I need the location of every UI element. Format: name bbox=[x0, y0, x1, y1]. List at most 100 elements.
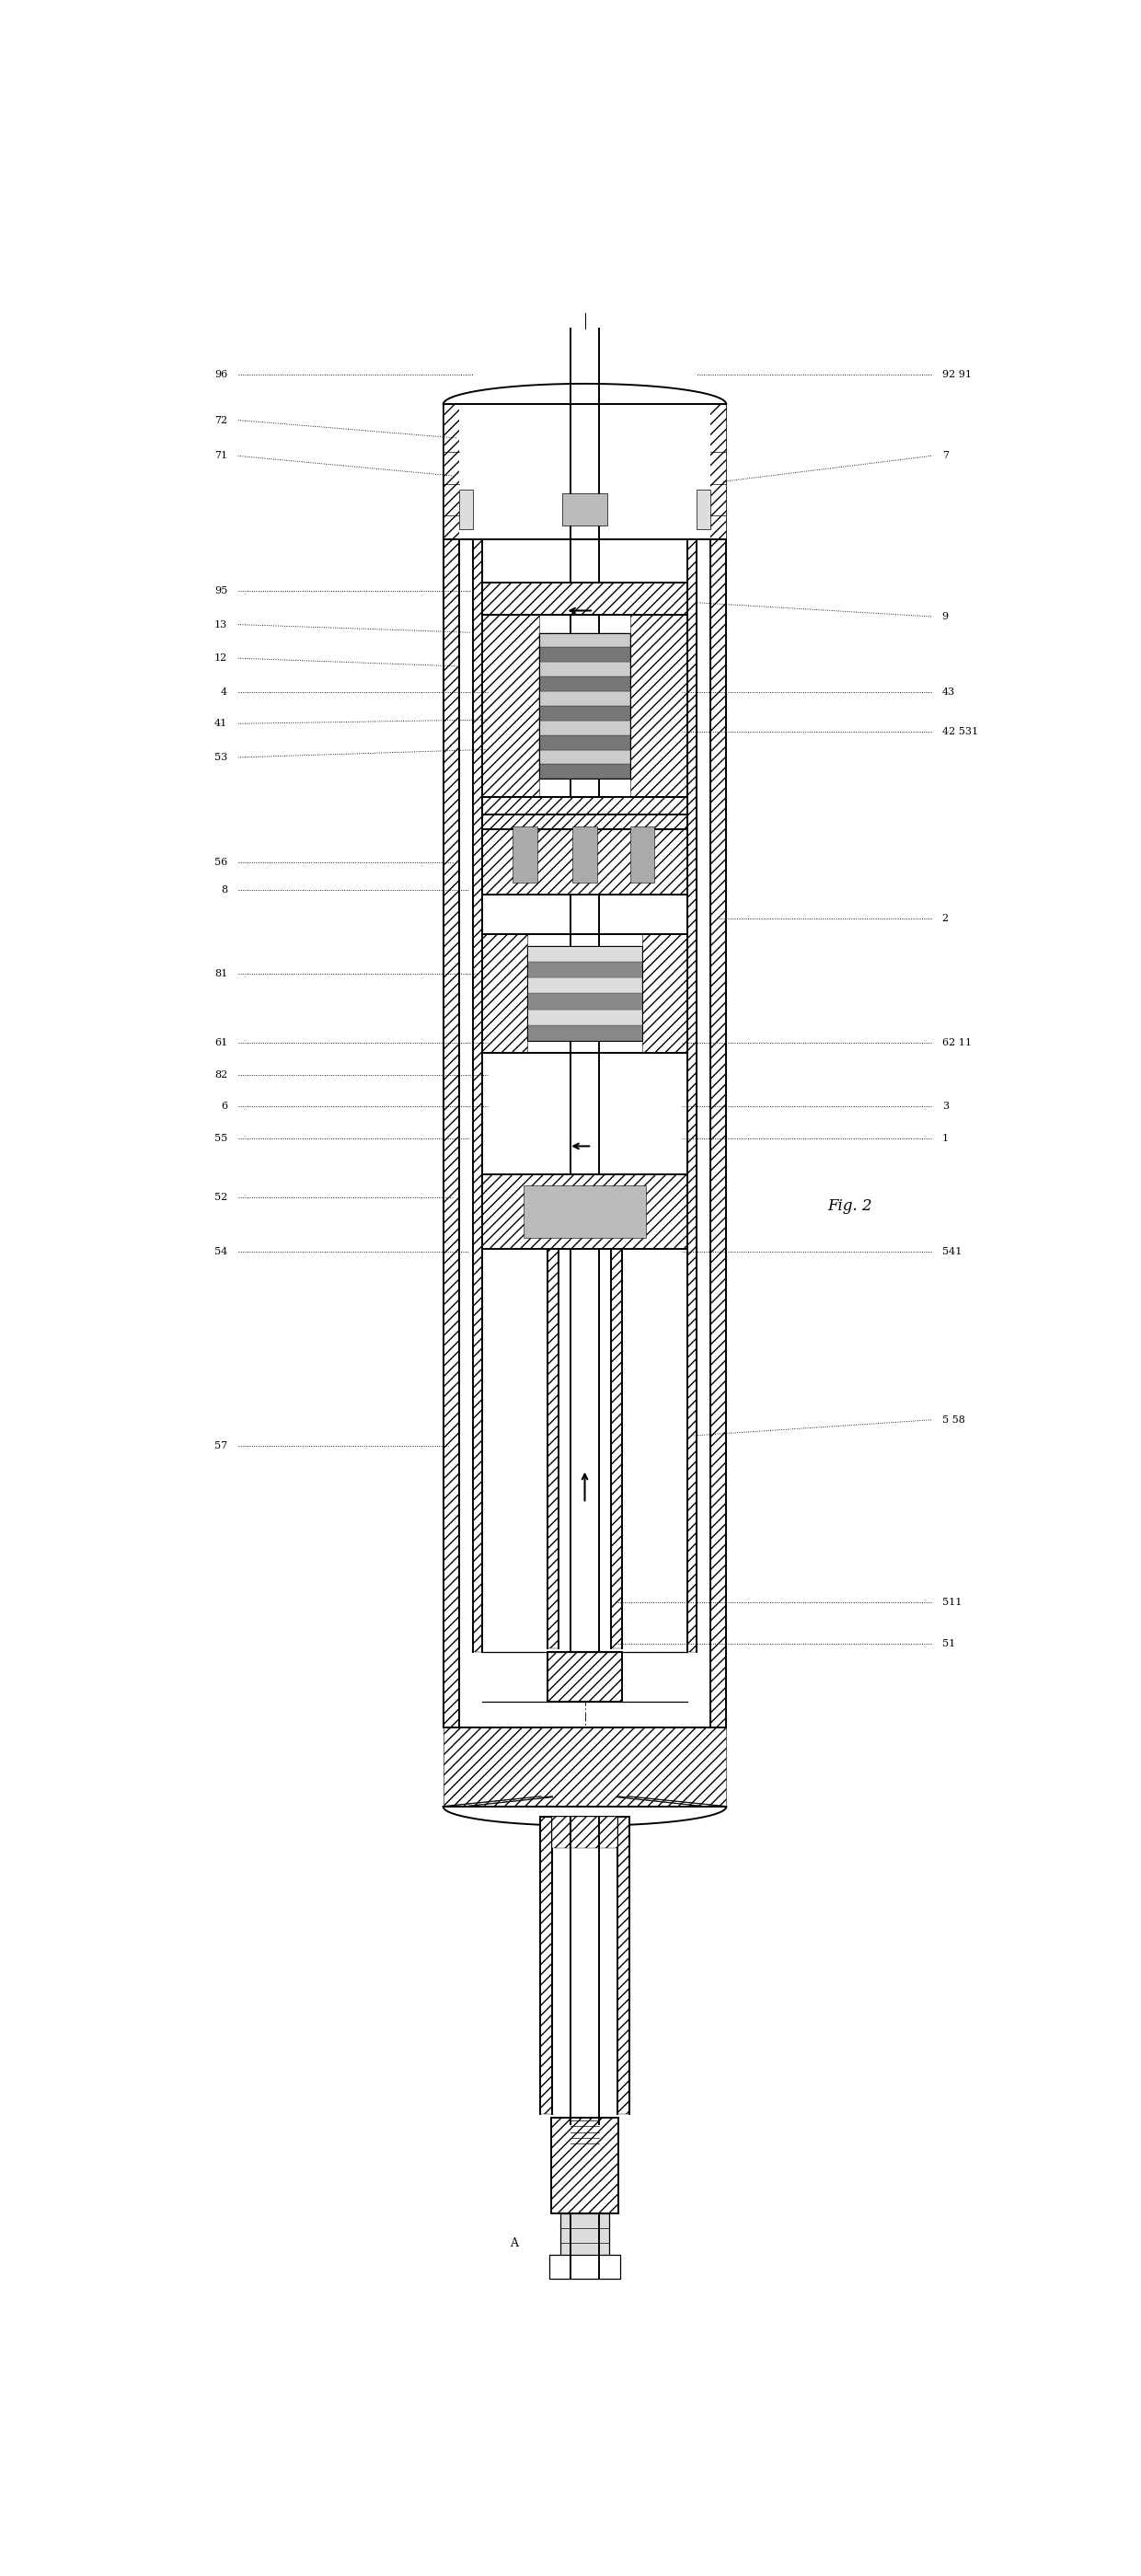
Bar bbox=[483, 1175, 687, 1249]
Bar bbox=[483, 935, 687, 1054]
Bar bbox=[612, 1249, 622, 1649]
Bar bbox=[570, 1816, 599, 2125]
Polygon shape bbox=[443, 384, 726, 404]
Bar bbox=[540, 690, 630, 706]
Bar bbox=[474, 538, 483, 1651]
Text: 53: 53 bbox=[215, 752, 227, 762]
Bar bbox=[548, 1249, 558, 1649]
Bar bbox=[527, 961, 642, 976]
Bar bbox=[483, 616, 687, 796]
Text: 9: 9 bbox=[942, 613, 948, 621]
Bar bbox=[560, 2213, 609, 2257]
Text: 55: 55 bbox=[215, 1133, 227, 1144]
Bar bbox=[483, 1175, 687, 1249]
Text: 82: 82 bbox=[215, 1069, 227, 1079]
Bar bbox=[687, 538, 696, 1651]
Text: 81: 81 bbox=[215, 969, 227, 979]
Bar bbox=[573, 827, 597, 884]
Bar bbox=[540, 634, 630, 647]
Bar bbox=[459, 404, 711, 1728]
Bar bbox=[527, 976, 642, 994]
Bar bbox=[483, 582, 687, 616]
Bar bbox=[549, 2254, 621, 2280]
Text: 7: 7 bbox=[942, 451, 948, 461]
Polygon shape bbox=[617, 1798, 726, 1806]
Text: 43: 43 bbox=[942, 688, 955, 696]
Bar bbox=[540, 706, 630, 721]
Bar bbox=[548, 1651, 622, 1703]
Bar bbox=[540, 750, 630, 765]
Bar bbox=[483, 796, 687, 829]
Text: 4: 4 bbox=[221, 688, 227, 696]
Text: 6: 6 bbox=[221, 1103, 227, 1110]
Bar bbox=[483, 935, 527, 1054]
Bar bbox=[630, 827, 655, 884]
Text: 92 91: 92 91 bbox=[942, 371, 971, 379]
Bar bbox=[541, 1816, 552, 2115]
Polygon shape bbox=[443, 1806, 726, 1826]
Bar bbox=[483, 582, 687, 616]
Text: 13: 13 bbox=[215, 621, 227, 629]
Bar bbox=[524, 1185, 646, 1239]
Text: 72: 72 bbox=[215, 415, 227, 425]
Bar bbox=[642, 935, 687, 1054]
Bar bbox=[459, 489, 474, 528]
Bar bbox=[527, 994, 642, 1010]
Text: 51: 51 bbox=[942, 1638, 955, 1649]
Text: 2: 2 bbox=[942, 914, 948, 922]
Bar bbox=[552, 1816, 617, 1850]
Text: 1: 1 bbox=[942, 1133, 948, 1144]
Text: 541: 541 bbox=[942, 1247, 962, 1257]
Bar bbox=[540, 662, 630, 677]
Bar bbox=[563, 495, 607, 526]
Text: 52: 52 bbox=[215, 1193, 227, 1203]
Bar bbox=[483, 814, 687, 894]
Bar bbox=[527, 945, 642, 961]
Bar bbox=[443, 404, 459, 1728]
Text: 62 11: 62 11 bbox=[942, 1038, 971, 1048]
Text: 96: 96 bbox=[215, 371, 227, 379]
Bar bbox=[540, 734, 630, 750]
Text: 12: 12 bbox=[215, 654, 227, 662]
Text: 95: 95 bbox=[215, 587, 227, 595]
Bar bbox=[443, 1728, 726, 1806]
Text: 57: 57 bbox=[215, 1440, 227, 1450]
Bar bbox=[617, 1816, 629, 2115]
Bar bbox=[443, 1728, 726, 1806]
Bar bbox=[483, 796, 687, 829]
Text: 41: 41 bbox=[215, 719, 227, 729]
Text: 61: 61 bbox=[215, 1038, 227, 1048]
Bar bbox=[459, 404, 711, 538]
Text: 5 58: 5 58 bbox=[942, 1414, 965, 1425]
Text: 42 531: 42 531 bbox=[942, 726, 978, 737]
Bar bbox=[540, 765, 630, 778]
Bar bbox=[443, 404, 726, 538]
Bar bbox=[711, 404, 726, 1728]
Text: 56: 56 bbox=[215, 858, 227, 868]
Bar bbox=[483, 814, 687, 894]
Bar bbox=[483, 616, 540, 796]
Polygon shape bbox=[443, 1798, 552, 1806]
Text: Fig. 2: Fig. 2 bbox=[827, 1198, 873, 1213]
Bar bbox=[570, 330, 599, 1687]
Bar bbox=[540, 634, 630, 778]
Bar bbox=[527, 1010, 642, 1025]
Polygon shape bbox=[459, 1798, 711, 1806]
Bar bbox=[513, 827, 537, 884]
Text: 511: 511 bbox=[942, 1597, 962, 1607]
Text: 3: 3 bbox=[942, 1103, 948, 1110]
Bar bbox=[540, 721, 630, 734]
Text: 8: 8 bbox=[221, 886, 227, 894]
Text: 71: 71 bbox=[215, 451, 227, 461]
Bar bbox=[540, 677, 630, 690]
Bar bbox=[548, 1651, 622, 1703]
Bar bbox=[540, 647, 630, 662]
Bar bbox=[551, 2117, 618, 2213]
Text: A: A bbox=[510, 2236, 518, 2249]
Bar bbox=[527, 1025, 642, 1041]
Text: 54: 54 bbox=[215, 1247, 227, 1257]
Bar bbox=[527, 945, 642, 1041]
Bar bbox=[551, 2117, 618, 2213]
Bar bbox=[630, 616, 687, 796]
Bar bbox=[558, 1249, 612, 1649]
